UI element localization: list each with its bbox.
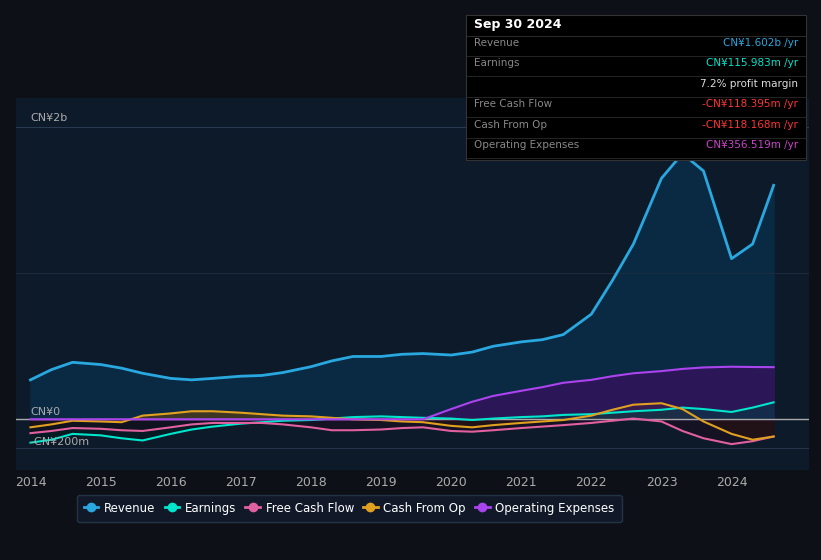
Text: Cash From Op: Cash From Op bbox=[474, 120, 547, 130]
Text: -CN¥118.395m /yr: -CN¥118.395m /yr bbox=[702, 99, 798, 109]
Text: Operating Expenses: Operating Expenses bbox=[474, 140, 579, 150]
Text: CN¥2b: CN¥2b bbox=[30, 113, 67, 123]
Text: Sep 30 2024: Sep 30 2024 bbox=[474, 18, 562, 31]
Text: 7.2% profit margin: 7.2% profit margin bbox=[700, 78, 798, 88]
Text: CN¥115.983m /yr: CN¥115.983m /yr bbox=[706, 58, 798, 68]
Text: -CN¥200m: -CN¥200m bbox=[30, 437, 89, 447]
Legend: Revenue, Earnings, Free Cash Flow, Cash From Op, Operating Expenses: Revenue, Earnings, Free Cash Flow, Cash … bbox=[76, 495, 621, 522]
Text: Revenue: Revenue bbox=[474, 38, 519, 48]
Text: CN¥1.602b /yr: CN¥1.602b /yr bbox=[722, 38, 798, 48]
Text: -CN¥118.168m /yr: -CN¥118.168m /yr bbox=[702, 120, 798, 130]
Text: CN¥356.519m /yr: CN¥356.519m /yr bbox=[706, 140, 798, 150]
Text: CN¥0: CN¥0 bbox=[30, 407, 61, 417]
Text: Free Cash Flow: Free Cash Flow bbox=[474, 99, 552, 109]
Text: Earnings: Earnings bbox=[474, 58, 519, 68]
